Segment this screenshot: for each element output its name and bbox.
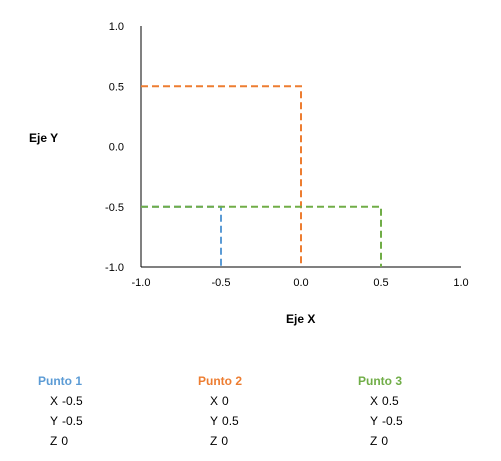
z-value: 0 (381, 434, 389, 448)
tick-labels: -1.0 -0.5 0.0 0.5 1.0 -1.0 -0.5 0.0 0.5 1.0 (105, 21, 469, 289)
x-value: -0.5 (62, 394, 83, 408)
y-tick-label: 0.0 (109, 142, 124, 154)
x-value: 0.5 (382, 394, 399, 408)
x-tick-label: -0.5 (212, 277, 231, 289)
series-1-line (141, 205, 222, 267)
y-value: -0.5 (62, 414, 83, 428)
y-tick-label: 0.5 (109, 81, 124, 93)
point-3-y: Y -0.5 (358, 411, 403, 431)
z-label: Z (50, 434, 58, 448)
x-label: X (50, 394, 59, 408)
y-label: Y (50, 414, 59, 428)
point-2-title: Punto 2 (198, 374, 242, 388)
point-1-y: Y -0.5 (38, 411, 83, 431)
x-tick-label: -1.0 (132, 277, 151, 289)
z-value: 0 (221, 434, 229, 448)
x-label: X (210, 394, 219, 408)
x-tick-label: 0.5 (373, 277, 388, 289)
y-tick-label: -1.0 (105, 262, 124, 274)
y-label: Y (210, 414, 219, 428)
x-tick-label: 0.0 (293, 277, 308, 289)
y-axis-title: Eje Y (29, 131, 59, 145)
point-3-title: Punto 3 (358, 374, 402, 388)
point-2-y: Y 0.5 (198, 411, 242, 431)
series-lines (141, 85, 382, 267)
z-label: Z (370, 434, 378, 448)
point-3-x: X 0.5 (358, 391, 403, 411)
y-value: -0.5 (382, 414, 403, 428)
z-label: Z (210, 434, 218, 448)
series-3-line (141, 205, 382, 267)
z-value: 0 (61, 434, 69, 448)
x-value: 0 (222, 394, 229, 408)
x-tick-label: 1.0 (453, 277, 468, 289)
y-tick-label: -0.5 (105, 202, 124, 214)
x-label: X (370, 394, 379, 408)
y-value: 0.5 (222, 414, 239, 428)
x-axis-title: Eje X (286, 312, 316, 326)
y-label: Y (370, 414, 379, 428)
axes (140, 26, 461, 268)
point-1-x: X -0.5 (38, 391, 83, 411)
point-1-title: Punto 1 (38, 374, 82, 388)
y-tick-label: 1.0 (109, 21, 124, 33)
